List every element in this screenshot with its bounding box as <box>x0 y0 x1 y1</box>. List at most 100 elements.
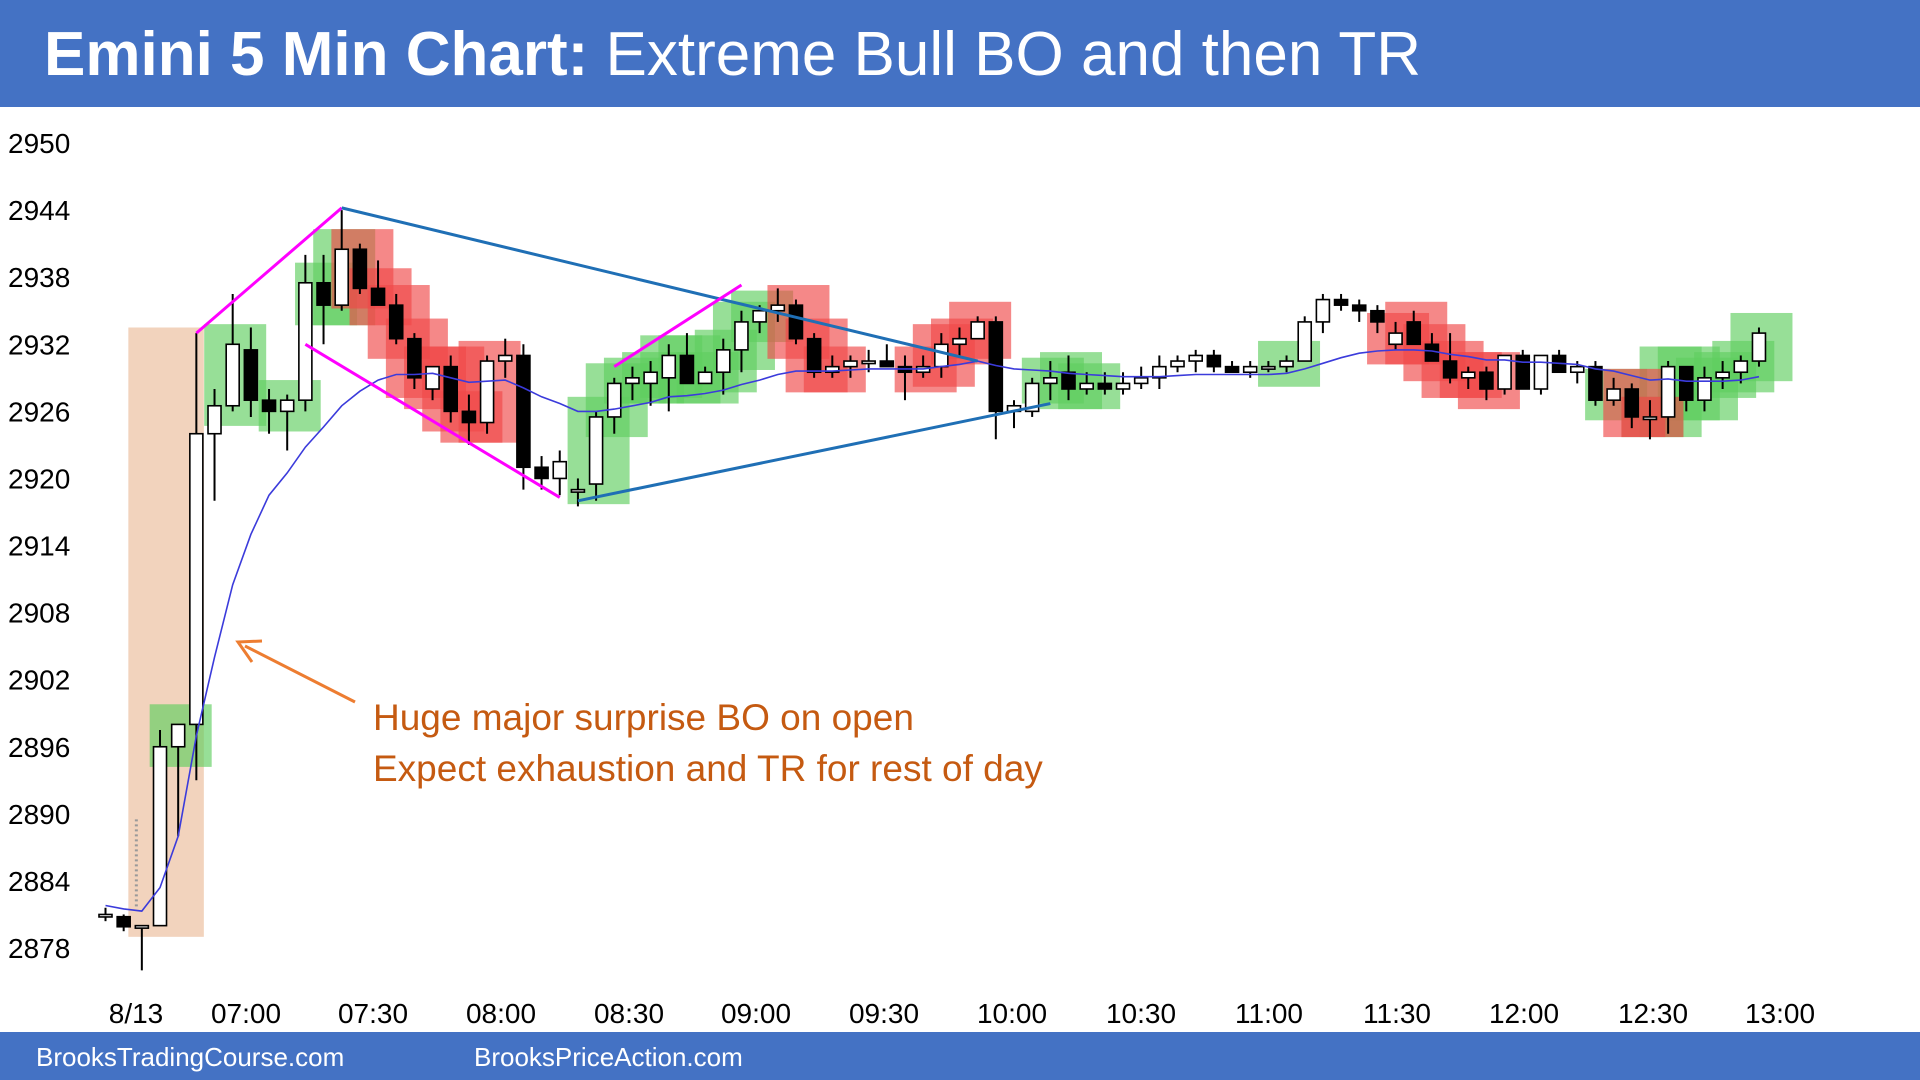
candle-body <box>1406 321 1422 346</box>
moving-average-line <box>105 349 1760 912</box>
candle-body <box>1333 298 1349 306</box>
x-tick-label: 8/13 <box>109 998 164 1029</box>
x-tick-label: 08:00 <box>466 998 536 1029</box>
x-tick-label: 12:00 <box>1489 998 1559 1029</box>
y-tick-label: 2890 <box>8 799 70 830</box>
candle-body <box>861 360 876 365</box>
x-axis: 8/13 07:00 07:30 08:00 08:30 09:00 09:30 10:00 1… <box>109 998 1815 1029</box>
candle-body <box>497 354 513 362</box>
x-tick-label: 07:30 <box>338 998 408 1029</box>
candle-body <box>225 343 240 407</box>
candle-body <box>1261 365 1276 370</box>
annotation-arrow <box>244 644 356 704</box>
candle-body <box>824 365 840 374</box>
candle-body <box>1206 354 1222 368</box>
candle-body <box>388 304 404 340</box>
annotation: Huge major surprise BO on open Expect ex… <box>235 639 1043 789</box>
x-tick-label: 12:30 <box>1618 998 1688 1029</box>
candle-body <box>1751 332 1767 362</box>
candle-body <box>1678 365 1694 401</box>
candle-body <box>552 460 568 480</box>
candle-body <box>1024 382 1040 413</box>
annotation-line-1: Huge major surprise BO on open <box>373 697 914 738</box>
candle-body <box>1515 354 1531 390</box>
candle-body <box>570 488 586 493</box>
candle-body <box>1697 377 1712 401</box>
candle-body <box>298 281 313 401</box>
candle-body <box>1606 388 1621 401</box>
candle-body <box>1315 298 1331 323</box>
y-tick-label: 2902 <box>8 665 70 696</box>
footer-bar: BrooksTradingCourse.com BrooksPriceActio… <box>0 1032 1920 1080</box>
candle-body <box>1442 360 1458 379</box>
candle-body <box>952 337 967 346</box>
candle-body <box>279 399 295 413</box>
candle-body <box>1424 343 1440 362</box>
y-tick-label: 2950 <box>8 128 70 159</box>
candle-body <box>243 349 259 401</box>
candle-body <box>479 360 495 424</box>
candle-body <box>661 354 677 379</box>
y-tick-label: 2908 <box>8 598 70 629</box>
y-tick-label: 2944 <box>8 195 70 226</box>
title-bar: Emini 5 Min Chart: Extreme Bull BO and t… <box>0 0 1920 107</box>
x-tick-label: 10:30 <box>1106 998 1176 1029</box>
candle-body <box>134 924 150 929</box>
candle-body <box>1152 365 1167 379</box>
candle-body <box>1188 354 1203 362</box>
candle-body <box>1460 371 1476 379</box>
candle-body <box>1115 382 1131 390</box>
candlestick-chart: 2950 2944 2938 2932 2926 2920 2914 2908 2902 2896… <box>8 128 1815 1029</box>
footer-left-link[interactable]: BrooksTradingCourse.com <box>36 1042 345 1072</box>
x-tick-label: 09:30 <box>849 998 919 1029</box>
candle-body <box>116 915 131 928</box>
y-tick-label: 2926 <box>8 396 70 427</box>
y-axis: 2950 2944 2938 2932 2926 2920 2914 2908 2902 2896… <box>8 128 70 964</box>
candle-body <box>770 304 786 312</box>
candles <box>98 210 1767 971</box>
candle-body <box>461 410 477 424</box>
x-tick-label: 11:00 <box>1235 998 1303 1029</box>
candle-body <box>1733 360 1749 374</box>
overlay-lines <box>105 206 1760 912</box>
candle-body <box>970 321 985 340</box>
candle-body <box>715 349 731 374</box>
candle-body <box>170 723 186 748</box>
candle-body <box>752 309 767 323</box>
candle-body <box>1061 371 1076 390</box>
magenta-wedge-line <box>613 283 743 368</box>
candle-body <box>334 248 350 306</box>
candle-body <box>352 248 368 290</box>
x-tick-label: 10:00 <box>977 998 1047 1029</box>
candle-body <box>1497 354 1512 390</box>
candle-body <box>1642 416 1658 421</box>
candle-body <box>443 365 459 413</box>
candle-body <box>606 382 622 418</box>
candle-body <box>843 360 858 368</box>
candle-body <box>1715 371 1730 379</box>
candle-body <box>1297 321 1313 362</box>
x-tick-label: 08:30 <box>594 998 664 1029</box>
candle-body <box>1388 332 1403 346</box>
candle-body <box>1279 360 1294 368</box>
candle-body <box>1569 365 1585 374</box>
magenta-lower-wedge-line <box>304 342 561 499</box>
candle-body <box>1588 365 1603 401</box>
candle-body <box>1224 365 1240 374</box>
candle-body <box>407 337 422 379</box>
candle-body <box>98 913 113 918</box>
candle-body <box>679 354 695 385</box>
blue-upper-triangle-line <box>341 206 979 363</box>
y-tick-label: 2920 <box>8 463 70 494</box>
y-tick-label: 2878 <box>8 933 70 964</box>
candle-body <box>1624 388 1640 418</box>
candle-body <box>1370 309 1385 323</box>
candle-body <box>934 343 949 368</box>
y-tick-label: 2932 <box>8 329 70 360</box>
footer-right-link[interactable]: BrooksPriceAction.com <box>474 1042 743 1072</box>
candle-body <box>1533 354 1549 390</box>
candle-body <box>534 466 549 480</box>
candle-body <box>788 304 804 340</box>
candle-body <box>734 321 749 351</box>
y-tick-label: 2914 <box>8 531 70 562</box>
